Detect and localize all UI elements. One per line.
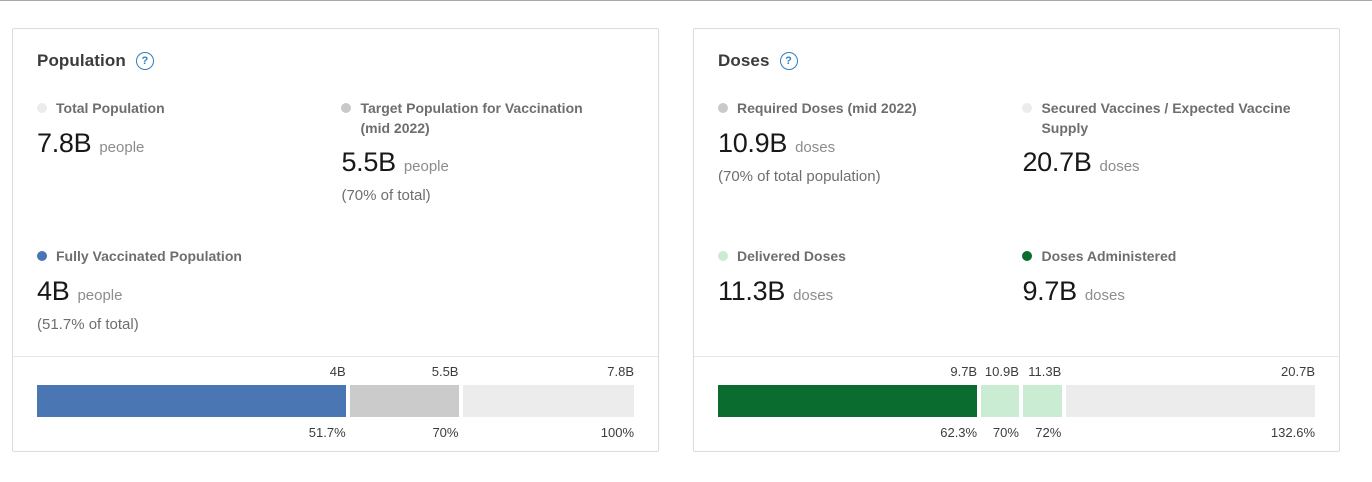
doses-bar-percent-labels: 62.3% 70% 72% 132.6% bbox=[718, 424, 1315, 441]
bar-percent-label: 72% bbox=[1035, 425, 1062, 440]
bar-value-label: 7.8B bbox=[607, 364, 634, 379]
metric-unit: people bbox=[99, 138, 145, 156]
metric-value: 7.8B bbox=[37, 127, 92, 158]
metric-label: Doses Administered bbox=[1041, 248, 1177, 265]
metric-note: (70% of total population) bbox=[718, 167, 881, 185]
population-card-title: Population bbox=[37, 51, 126, 70]
population-metrics: Total Population 7.8B people Target Popu… bbox=[37, 99, 634, 356]
doses-bar-value-labels: 9.7B 10.9B 11.3B 20.7B bbox=[718, 363, 1315, 380]
metric-note: (70% of total) bbox=[341, 187, 431, 205]
bar-segment-secured bbox=[1065, 385, 1315, 417]
metric-note: (51.7% of total) bbox=[37, 315, 139, 333]
bar-percent-label: 62.3% bbox=[940, 425, 978, 440]
bar-segment-total bbox=[462, 385, 634, 417]
bar-percent-label: 132.6% bbox=[1270, 425, 1315, 440]
metric-unit: people bbox=[77, 286, 123, 304]
population-help-icon[interactable]: ? bbox=[135, 52, 154, 70]
doses-help-icon[interactable]: ? bbox=[779, 52, 798, 70]
metric-secured-vaccines: Secured Vaccines / Expected Vaccine Supp… bbox=[1022, 99, 1315, 205]
metric-value: 5.5B bbox=[341, 147, 396, 178]
doses-card-header: Doses ? bbox=[718, 51, 1315, 71]
population-bar-value-labels: 4B 5.5B 7.8B bbox=[37, 363, 634, 380]
bar-segment-administered bbox=[718, 385, 978, 417]
doses-stacked-bar bbox=[718, 385, 1315, 417]
metric-fully-vaccinated: Fully Vaccinated Population 4B people (5… bbox=[37, 247, 341, 343]
metric-delivered-doses: Delivered Doses 11.3B doses bbox=[718, 247, 1022, 343]
top-divider bbox=[0, 0, 1372, 1]
population-card: Population ? Total Population 7.8B peopl… bbox=[12, 28, 659, 452]
delivered-doses-dot-icon bbox=[718, 251, 728, 262]
metric-value: 10.9B bbox=[718, 127, 788, 158]
doses-metrics: Required Doses (mid 2022) 10.9B doses (7… bbox=[718, 99, 1315, 356]
doses-administered-dot-icon bbox=[1022, 251, 1033, 262]
metric-label: Delivered Doses bbox=[737, 248, 846, 265]
metric-value: 4B bbox=[37, 275, 70, 306]
metric-note bbox=[718, 316, 1004, 334]
metric-note bbox=[1022, 316, 1297, 334]
bar-value-label: 10.9B bbox=[984, 364, 1019, 379]
bar-value-label: 5.5B bbox=[431, 364, 459, 379]
metric-unit: people bbox=[403, 158, 449, 176]
bar-value-label: 20.7B bbox=[1281, 364, 1315, 379]
metric-unit: doses bbox=[793, 286, 834, 304]
metric-unit: doses bbox=[1099, 158, 1140, 176]
metric-label: Secured Vaccines / Expected Vaccine Supp… bbox=[1041, 100, 1291, 136]
metric-label: Required Doses (mid 2022) bbox=[737, 100, 917, 116]
bar-percent-label: 70% bbox=[992, 425, 1019, 440]
target-population-dot-icon bbox=[341, 103, 352, 113]
metric-note bbox=[1022, 187, 1297, 205]
population-bar-section: 4B 5.5B 7.8B 51.7% 70% 100% bbox=[13, 356, 658, 451]
bar-segment-target bbox=[349, 385, 459, 417]
bar-value-label: 11.3B bbox=[1028, 364, 1062, 379]
metric-doses-administered: Doses Administered 9.7B doses bbox=[1022, 247, 1315, 343]
required-doses-dot-icon bbox=[718, 103, 728, 113]
total-population-dot-icon bbox=[37, 103, 47, 113]
bar-segment-required bbox=[981, 385, 1020, 417]
metric-label: Total Population bbox=[56, 100, 165, 116]
bar-percent-label: 51.7% bbox=[308, 425, 346, 440]
metric-note bbox=[37, 168, 323, 186]
bar-segment-fully-vaccinated bbox=[37, 385, 346, 417]
population-bar-percent-labels: 51.7% 70% 100% bbox=[37, 424, 634, 441]
metric-unit: doses bbox=[1084, 286, 1125, 304]
doses-bar-section: 9.7B 10.9B 11.3B 20.7B 62.3% 70% 72% 132… bbox=[694, 356, 1339, 451]
metric-value: 9.7B bbox=[1022, 275, 1077, 306]
bar-percent-label: 70% bbox=[432, 425, 459, 440]
cards-row: Population ? Total Population 7.8B peopl… bbox=[12, 28, 1340, 452]
secured-vaccines-dot-icon bbox=[1022, 103, 1033, 113]
metric-total-population: Total Population 7.8B people bbox=[37, 99, 341, 205]
metric-label: Target Population for Vaccination (mid 2… bbox=[360, 100, 583, 136]
bar-value-label: 9.7B bbox=[950, 364, 978, 379]
metric-value: 11.3B bbox=[718, 275, 786, 306]
population-stacked-bar bbox=[37, 385, 634, 417]
bar-segment-delivered bbox=[1023, 385, 1062, 417]
fully-vaccinated-dot-icon bbox=[37, 251, 47, 262]
metric-target-population: Target Population for Vaccination (mid 2… bbox=[341, 99, 634, 205]
bar-percent-label: 100% bbox=[600, 425, 634, 440]
bar-value-label: 4B bbox=[329, 364, 346, 379]
metric-required-doses: Required Doses (mid 2022) 10.9B doses (7… bbox=[718, 99, 1022, 205]
metric-label: Fully Vaccinated Population bbox=[56, 248, 242, 265]
metric-unit: doses bbox=[795, 138, 836, 156]
metric-value: 20.7B bbox=[1022, 147, 1092, 178]
doses-card-title: Doses bbox=[718, 51, 770, 70]
population-card-header: Population ? bbox=[37, 51, 634, 71]
doses-card: Doses ? Required Doses (mid 2022) 10.9B … bbox=[693, 28, 1340, 452]
